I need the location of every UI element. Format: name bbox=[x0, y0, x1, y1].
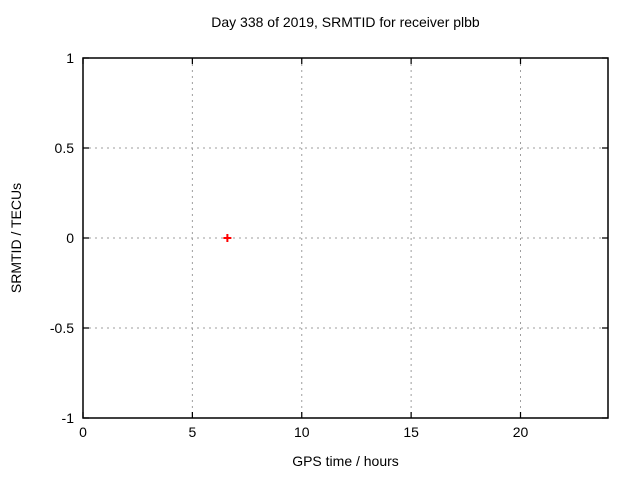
x-axis-title: GPS time / hours bbox=[292, 453, 399, 469]
x-tick-label: 10 bbox=[294, 424, 310, 440]
x-tick-label: 5 bbox=[188, 424, 196, 440]
chart-title: Day 338 of 2019, SRMTID for receiver plb… bbox=[211, 14, 480, 30]
y-tick-label: 1 bbox=[66, 50, 74, 66]
y-tick-label: 0.5 bbox=[55, 140, 75, 156]
y-tick-label: -0.5 bbox=[50, 320, 74, 336]
y-tick-label: -1 bbox=[62, 410, 75, 426]
data-point-plus bbox=[223, 234, 232, 242]
x-tick-label: 20 bbox=[513, 424, 529, 440]
x-tick-label: 0 bbox=[79, 424, 87, 440]
y-tick-label: 0 bbox=[66, 230, 74, 246]
x-tick-label: 15 bbox=[403, 424, 419, 440]
